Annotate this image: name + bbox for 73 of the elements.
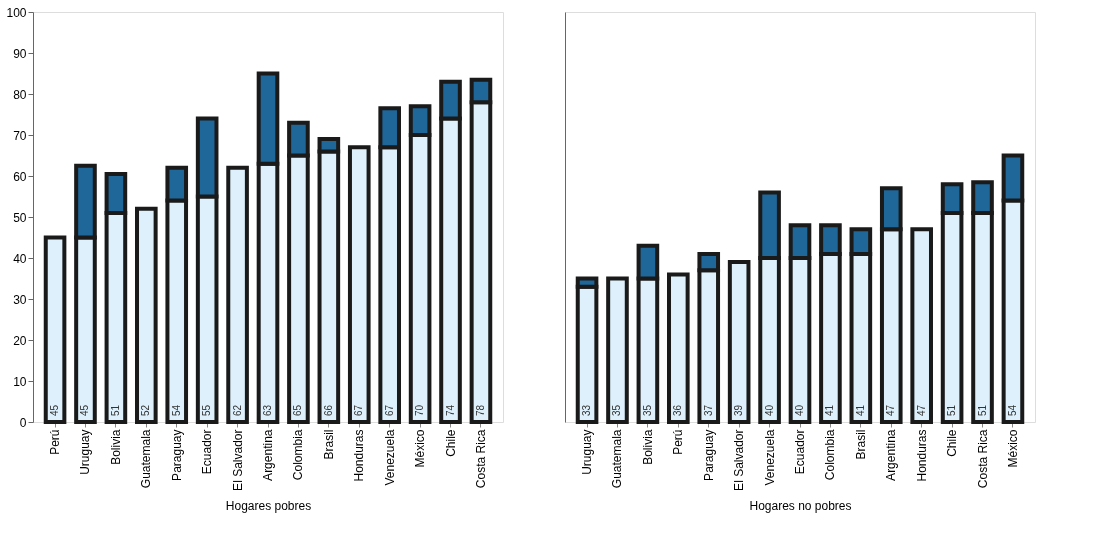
y-tick-label: 30 xyxy=(13,292,27,307)
data-label: 67 xyxy=(353,404,365,416)
x-tick-label: Ecuador xyxy=(200,429,215,475)
x-tick-label: Guatemala xyxy=(139,429,154,489)
data-label: 45 xyxy=(79,404,91,416)
data-label: 74 xyxy=(444,404,456,416)
x-tick-label: Venezuela xyxy=(762,429,777,486)
y-tick-label: 0 xyxy=(19,415,27,430)
x-tick-label: México xyxy=(1005,429,1020,468)
data-label: 51 xyxy=(946,404,958,416)
x-tick-label: Colombia xyxy=(291,429,306,481)
y-tick-label: 50 xyxy=(13,210,27,225)
data-label: 37 xyxy=(702,404,714,416)
x-tick-label: Bolivia xyxy=(640,429,655,465)
x-tick-label: Costa Rica xyxy=(975,429,990,489)
x-tick-label: Perú xyxy=(671,429,686,455)
x-tick-label: Ecuador xyxy=(793,429,807,475)
x-tick-label: Brasil xyxy=(321,429,336,460)
x-tick-label: Paraguay xyxy=(701,429,716,481)
data-label: 54 xyxy=(170,404,182,416)
data-label: 78 xyxy=(474,404,486,416)
data-label: 55 xyxy=(201,404,213,416)
data-label: 65 xyxy=(292,404,304,416)
data-label: 52 xyxy=(140,404,152,416)
x-tick-label: El Salvador xyxy=(230,429,245,491)
data-label: 51 xyxy=(976,404,988,416)
data-label: 70 xyxy=(414,404,426,416)
y-tick-label: 40 xyxy=(13,251,27,266)
x-tick-label: Argentina xyxy=(884,429,899,481)
data-label: 41 xyxy=(854,404,866,416)
x-tick-label: Argentina xyxy=(261,429,275,481)
y-tick-label: 70 xyxy=(13,128,27,143)
x-tick-label: Bolivia xyxy=(108,429,123,465)
x-tick-label: Uruguay xyxy=(580,429,595,475)
y-tick-label: 80 xyxy=(13,87,27,102)
x-axis-title: Hogares pobres xyxy=(225,498,312,513)
x-tick-label: Uruguay xyxy=(78,429,93,475)
data-label: 66 xyxy=(322,404,334,416)
data-label: 63 xyxy=(262,404,273,416)
x-tick-label: Venezuela xyxy=(382,429,397,486)
x-tick-label: Guatemala xyxy=(610,429,625,489)
x-tick-label: Perú xyxy=(48,429,63,455)
data-label: 41 xyxy=(824,404,836,416)
data-label: 35 xyxy=(641,404,653,416)
data-label: 51 xyxy=(109,404,121,416)
x-tick-label: Chile xyxy=(443,429,458,457)
x-tick-label: Brasil xyxy=(853,429,868,460)
x-tick-label: Honduras xyxy=(352,429,367,482)
data-label: 39 xyxy=(733,404,745,416)
data-label: 36 xyxy=(672,404,684,416)
data-label: 47 xyxy=(885,404,897,416)
x-tick-label: Paraguay xyxy=(169,429,184,481)
y-tick-label: 60 xyxy=(13,169,27,184)
data-label: 54 xyxy=(1006,404,1018,416)
y-tick-label: 100 xyxy=(6,5,27,20)
x-axis-title: Hogares no pobres xyxy=(749,498,852,513)
x-tick-label: El Salvador xyxy=(732,429,747,491)
x-tick-label: Chile xyxy=(945,429,960,457)
data-label: 45 xyxy=(49,404,61,416)
data-label: 47 xyxy=(915,404,927,416)
x-tick-label: Colombia xyxy=(823,429,838,481)
y-tick-label: 20 xyxy=(13,333,27,348)
data-label: 40 xyxy=(794,404,805,416)
data-label: 33 xyxy=(581,404,593,416)
x-tick-label: Honduras xyxy=(914,429,929,482)
x-tick-label: Costa Rica xyxy=(473,429,488,489)
data-label: 40 xyxy=(763,404,775,416)
data-label: 67 xyxy=(383,404,395,416)
x-tick-label: México xyxy=(413,429,428,468)
y-tick-label: 90 xyxy=(13,46,27,61)
data-label: 62 xyxy=(231,404,243,416)
y-tick-label: 10 xyxy=(13,374,27,389)
data-label: 35 xyxy=(611,404,623,416)
